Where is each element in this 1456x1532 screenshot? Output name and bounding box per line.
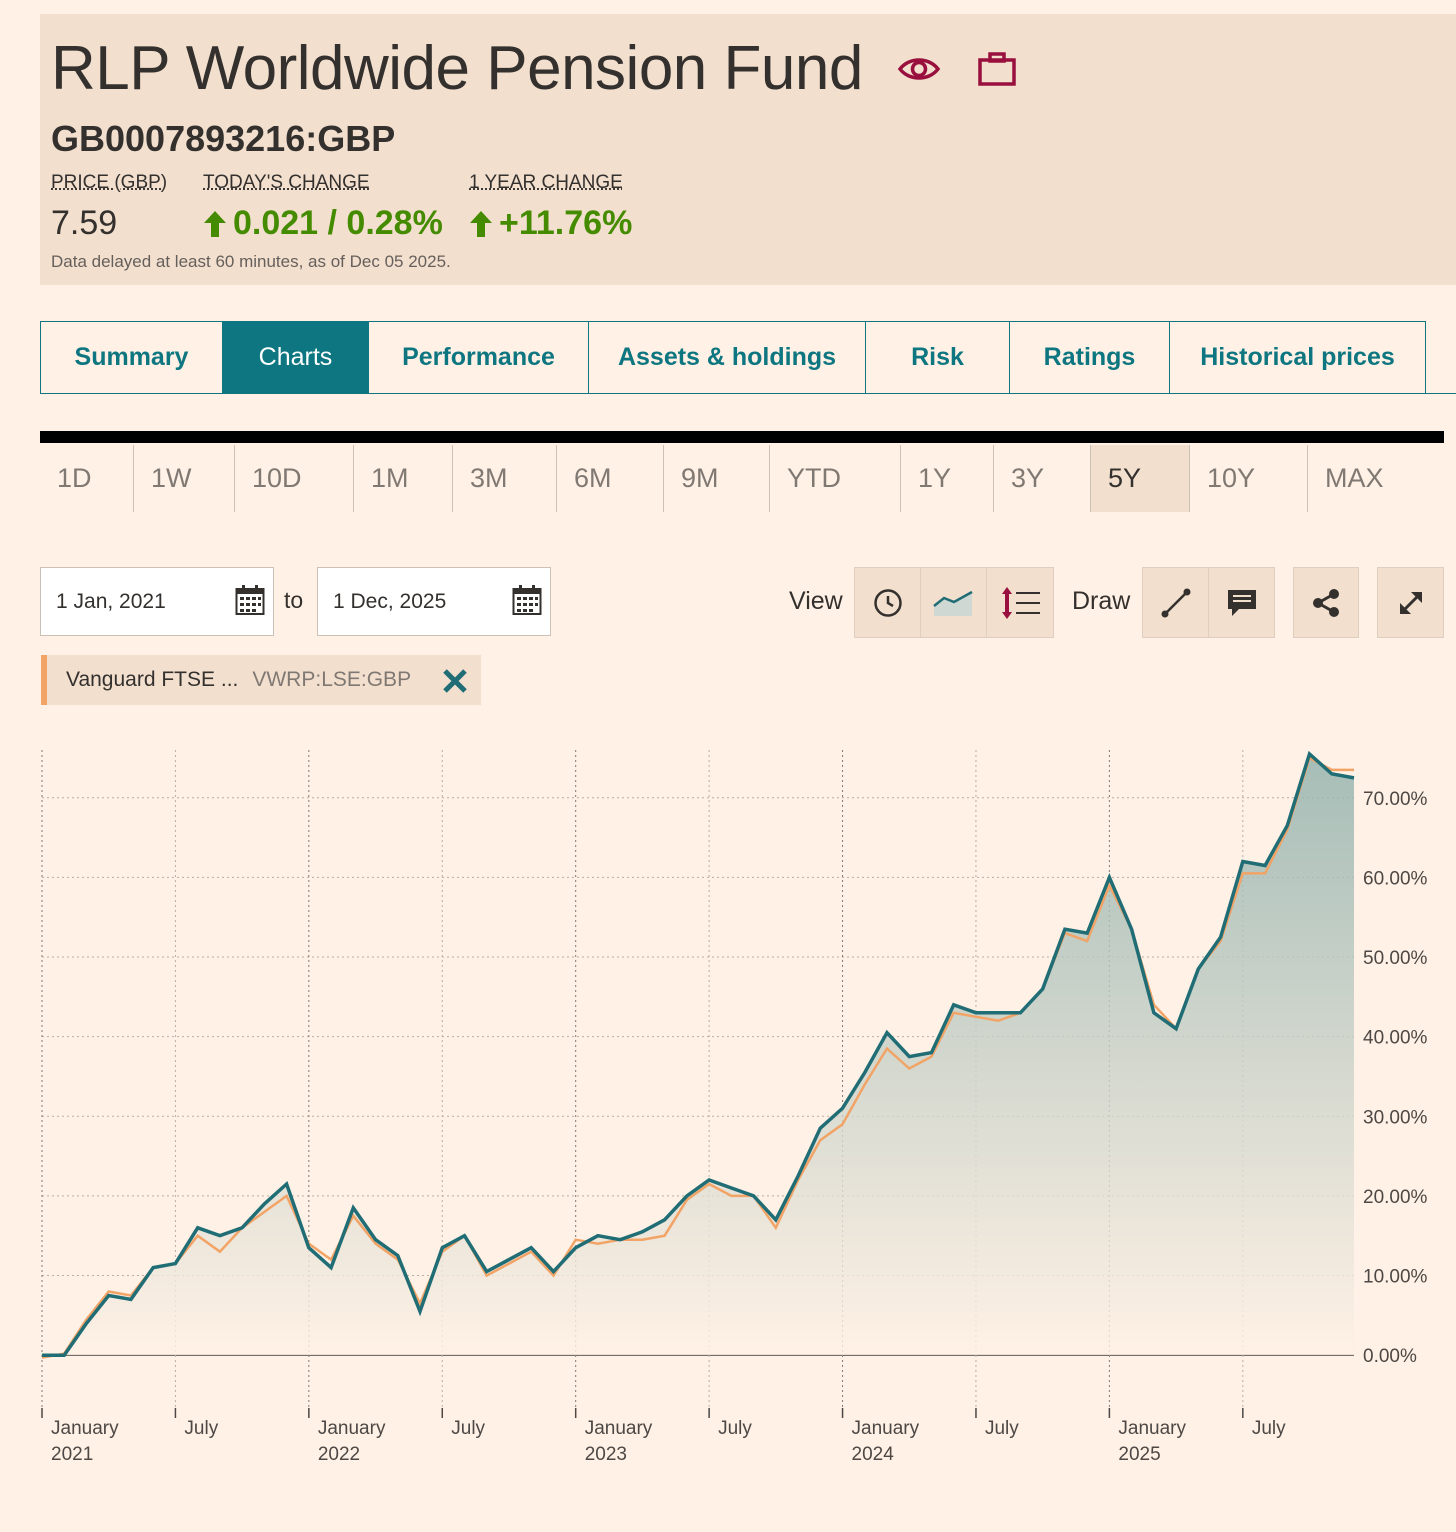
y-tick-label: 0.00%	[1363, 1346, 1417, 1367]
x-tick-label-month: July	[184, 1418, 218, 1439]
eye-icon[interactable]	[897, 47, 941, 91]
period-10d[interactable]: 10D	[235, 445, 354, 512]
section-tabs: Summary Charts Performance Assets & hold…	[40, 321, 1426, 394]
x-tick-label-year: 2023	[585, 1444, 627, 1465]
share-button[interactable]	[1293, 567, 1359, 638]
period-1d[interactable]: 1D	[40, 445, 134, 512]
comparison-symbol: VWRP:LSE:GBP	[252, 668, 412, 691]
period-3y[interactable]: 3Y	[994, 445, 1091, 512]
up-arrow-icon	[470, 210, 492, 237]
price-label: PRICE (GBP)	[51, 172, 168, 193]
x-tick-label-year: 2024	[852, 1444, 895, 1465]
y-tick-label: 20.00%	[1363, 1187, 1428, 1208]
year-change-block: 1 YEAR CHANGE +11.76%	[469, 172, 632, 243]
up-arrow-icon	[204, 210, 226, 237]
x-tick-label-year: 2025	[1118, 1444, 1160, 1465]
y-tick-label: 10.00%	[1363, 1267, 1428, 1288]
comment-icon	[1227, 589, 1256, 616]
fullscreen-button[interactable]	[1377, 567, 1444, 638]
fund-area-fill	[42, 754, 1354, 1356]
fund-header: RLP Worldwide Pension Fund GB0007893216:…	[40, 14, 1456, 285]
title-row: RLP Worldwide Pension Fund	[51, 34, 1019, 104]
share-icon	[1313, 588, 1339, 617]
to-date-value: 1 Dec, 2025	[333, 589, 447, 613]
from-date-value: 1 Jan, 2021	[56, 589, 166, 613]
year-change-label: 1 YEAR CHANGE	[469, 172, 623, 193]
today-change-label: TODAY'S CHANGE	[203, 172, 370, 193]
axis-scale-icon	[1002, 586, 1040, 619]
tab-assets-holdings[interactable]: Assets & holdings	[588, 321, 865, 394]
performance-chart[interactable]: 0.00% 10.00% 20.00% 30.00% 40.00% 50.00% 60.00…	[0, 740, 1456, 1480]
period-3m[interactable]: 3M	[453, 445, 557, 512]
fund-series-line	[42, 750, 1355, 1357]
tab-historical-prices[interactable]: Historical prices	[1169, 321, 1426, 394]
view-label: View	[789, 587, 843, 615]
draw-line-icon	[1161, 588, 1190, 617]
period-1m[interactable]: 1M	[354, 445, 453, 512]
line-chart-view-button[interactable]	[920, 567, 987, 638]
today-change-row: 0.021 / 0.28%	[203, 204, 443, 243]
price-block: PRICE (GBP) 7.59	[51, 172, 167, 243]
expand-icon	[1399, 591, 1422, 614]
period-6m[interactable]: 6M	[557, 445, 664, 512]
tab-performance[interactable]: Performance	[368, 321, 588, 394]
x-tick-label-month: January	[1118, 1418, 1186, 1439]
y-tick-label: 70.00%	[1363, 789, 1428, 810]
x-tick-label-month: July	[718, 1418, 752, 1439]
fund-title: RLP Worldwide Pension Fund	[51, 34, 863, 103]
y-tick-label: 50.00%	[1363, 948, 1428, 969]
tab-summary[interactable]: Summary	[40, 321, 222, 394]
x-tick-label-month: January	[852, 1418, 920, 1439]
today-change-value: 0.021 / 0.28%	[233, 204, 443, 242]
year-change-row: +11.76%	[469, 204, 632, 243]
price-value: 7.59	[51, 204, 118, 242]
fund-symbol: GB0007893216:GBP	[51, 118, 396, 159]
period-selector: 1D 1W 10D 1M 3M 6M 9M YTD 1Y 3Y 5Y 10Y M…	[40, 445, 1408, 512]
period-ytd[interactable]: YTD	[770, 445, 901, 512]
period-bar-top-rule	[40, 431, 1444, 443]
draw-label: Draw	[1072, 587, 1131, 615]
scale-view-button[interactable]	[986, 567, 1054, 638]
from-date-input[interactable]: 1 Jan, 2021	[40, 567, 274, 636]
date-range-to-label: to	[284, 587, 304, 613]
x-tick-label-year: 2021	[51, 1444, 93, 1465]
x-tick-label-month: January	[51, 1418, 119, 1439]
tab-charts[interactable]: Charts	[222, 321, 368, 394]
tab-ratings[interactable]: Ratings	[1009, 321, 1169, 394]
clock-view-button[interactable]	[854, 567, 921, 638]
x-tick-label-month: July	[451, 1418, 485, 1439]
period-9m[interactable]: 9M	[664, 445, 770, 512]
close-icon[interactable]	[440, 666, 470, 696]
y-tick-label: 40.00%	[1363, 1028, 1428, 1049]
period-max[interactable]: MAX	[1325, 463, 1384, 493]
x-tick-label-year: 2022	[318, 1444, 360, 1465]
period-10y[interactable]: 10Y	[1190, 445, 1308, 512]
clock-icon	[873, 588, 902, 617]
x-tick-label-month: January	[585, 1418, 653, 1439]
y-tick-label: 60.00%	[1363, 868, 1428, 889]
period-5y[interactable]: 5Y	[1091, 445, 1190, 512]
x-tick-label-month: January	[318, 1418, 386, 1439]
period-1w[interactable]: 1W	[134, 445, 235, 512]
comparison-chip: Vanguard FTSE ... VWRP:LSE:GBP	[41, 655, 481, 705]
annotation-button[interactable]	[1208, 567, 1275, 638]
comparison-name: Vanguard FTSE ...	[66, 668, 239, 691]
calendar-icon[interactable]	[235, 584, 265, 616]
x-tick-label-month: July	[1252, 1418, 1286, 1439]
to-date-input[interactable]: 1 Dec, 2025	[317, 567, 551, 636]
x-tick-label-month: July	[985, 1418, 1019, 1439]
period-1y[interactable]: 1Y	[901, 445, 994, 512]
tabs-underline	[1426, 393, 1456, 394]
year-change-value: +11.76%	[499, 204, 633, 242]
y-tick-label: 30.00%	[1363, 1107, 1428, 1128]
calendar-icon[interactable]	[512, 584, 542, 616]
today-change-block: TODAY'S CHANGE 0.021 / 0.28%	[203, 172, 443, 243]
draw-line-button[interactable]	[1142, 567, 1209, 638]
tab-risk[interactable]: Risk	[865, 321, 1009, 394]
data-delay-disclaimer: Data delayed at least 60 minutes, as of …	[51, 252, 451, 271]
line-chart-icon	[932, 590, 973, 616]
briefcase-icon[interactable]	[975, 47, 1019, 91]
